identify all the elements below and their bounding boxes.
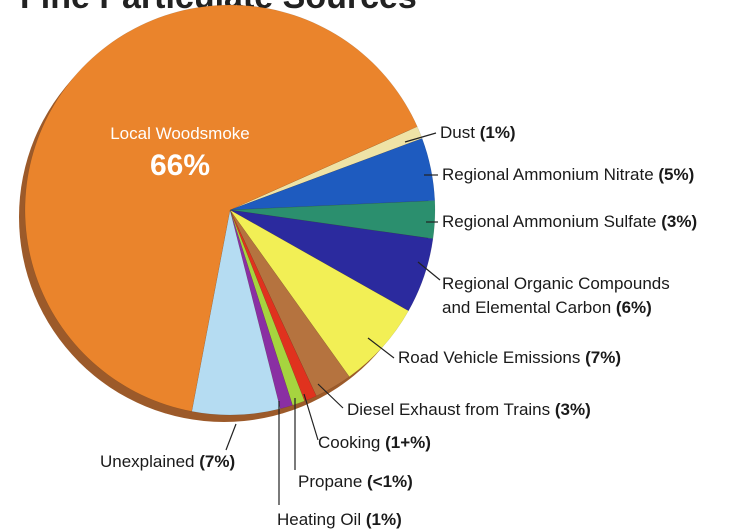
category-name: Regional Organic Compounds and Elemental… xyxy=(442,274,670,317)
pie-slice xyxy=(229,138,436,211)
category-name: Regional Ammonium Sulfate xyxy=(442,212,657,231)
value-label: (1+%) xyxy=(385,433,431,452)
category-name: Regional Ammonium Nitrate xyxy=(442,165,654,184)
pie-slice xyxy=(229,200,436,240)
value-label: (1%) xyxy=(365,510,402,529)
value-label: (3%) xyxy=(554,400,591,419)
value-label: (<1%) xyxy=(367,472,413,491)
pie-slice xyxy=(191,209,281,416)
category-name: Propane xyxy=(298,472,363,491)
pie-slice xyxy=(229,209,305,406)
value-label: (6%) xyxy=(615,298,652,317)
slice-label: Regional Organic Compounds and Elemental… xyxy=(442,272,692,320)
category-name: Local Woodsmoke xyxy=(110,124,250,143)
slice-label: Regional Ammonium Sulfate (3%) xyxy=(442,210,697,234)
slice-label: Regional Ammonium Nitrate (5%) xyxy=(442,163,694,187)
pie-slice xyxy=(229,209,350,397)
leader-line xyxy=(317,383,344,409)
pie-slice xyxy=(229,209,434,312)
slice-label: Heating Oil (1%) xyxy=(277,508,402,532)
pie-slice xyxy=(229,209,409,378)
category-name: Road Vehicle Emissions xyxy=(398,348,581,367)
leader-line xyxy=(417,261,441,281)
value-label: (5%) xyxy=(658,165,695,184)
category-name: Cooking xyxy=(318,433,381,452)
slice-label: Cooking (1+%) xyxy=(318,431,431,455)
category-name: Unexplained xyxy=(100,452,195,471)
value-label: 66% xyxy=(149,149,211,182)
leader-line xyxy=(404,132,437,143)
pie-slice xyxy=(229,209,293,410)
leader-line xyxy=(367,337,395,359)
category-name: Dust xyxy=(440,123,475,142)
category-name: Heating Oil xyxy=(277,510,362,529)
slice-label: Dust (1%) xyxy=(440,121,516,145)
pie-slice xyxy=(229,209,317,402)
value-label: (3%) xyxy=(661,212,698,231)
slice-label: Diesel Exhaust from Trains (3%) xyxy=(347,398,591,422)
slice-label: Unexplained (7%) xyxy=(100,450,235,474)
slice-label: Local Woodsmoke 66% xyxy=(80,122,280,186)
pie-slice xyxy=(24,4,418,412)
value-label: (1%) xyxy=(479,123,516,142)
leader-line xyxy=(225,423,237,451)
value-label: (7%) xyxy=(199,452,236,471)
value-label: (7%) xyxy=(585,348,622,367)
pie-slice xyxy=(229,126,423,211)
slice-label: Road Vehicle Emissions (7%) xyxy=(398,346,621,370)
category-name: Diesel Exhaust from Trains xyxy=(347,400,551,419)
leader-line xyxy=(303,393,319,441)
slice-label: Propane (<1%) xyxy=(298,470,413,494)
